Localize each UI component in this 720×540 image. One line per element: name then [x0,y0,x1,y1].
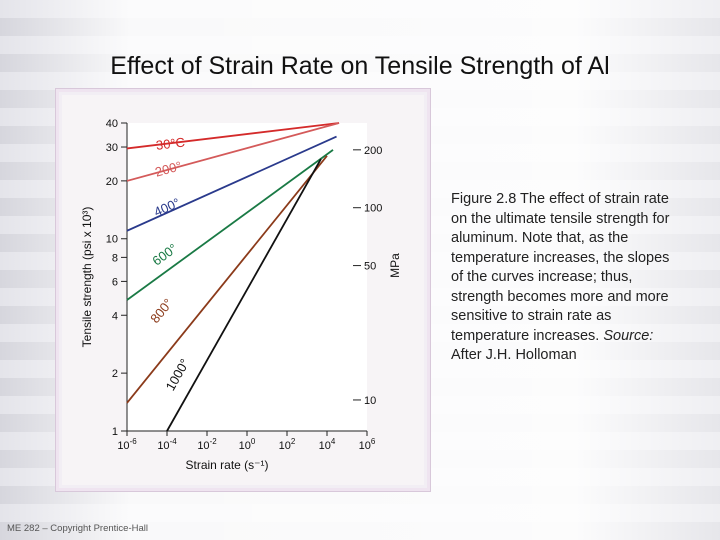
figure-panel: 1 2 4 6 8 10 20 30 40 10 50 100 200 10-6 10-4 10-2 100 10… [62,95,424,485]
y-tick-label-left: 30 [106,142,118,154]
y-tick-label-left: 1 [112,426,118,438]
series-line-30C [126,122,340,150]
x-tick-label: 104 [319,437,336,452]
y-tick-label-left: 2 [112,368,118,380]
series-label-200: 200° [153,158,183,180]
y-tick-label-left: 40 [106,118,118,130]
x-tick-label: 10-6 [117,437,137,452]
y-tick-label-left: 20 [106,176,118,188]
series-line-400 [126,135,337,232]
y-tick-label-right: 10 [364,395,376,407]
x-axis-label: Strain rate (s⁻¹) [185,458,268,472]
source-text: After J.H. Holloman [451,347,577,363]
plot-area [127,123,367,431]
x-tick-label: 10-2 [197,437,217,452]
y-tick-label-right: 50 [364,261,376,273]
y-tick-label-left: 10 [106,234,118,246]
y-tick-label-left: 4 [112,310,118,322]
copyright-footer: ME 282 – Copyright Prentice-Hall [7,523,148,534]
y-axis-label-left: Tensile strength (psi x 10³) [80,207,94,348]
figure-caption: Figure 2.8 The effect of strain rate on … [451,190,681,366]
series-line-1000 [166,158,322,432]
caption-text: Figure 2.8 The effect of strain rate on … [451,191,670,344]
x-tick-label: 102 [279,437,296,452]
strain-rate-chart: 1 2 4 6 8 10 20 30 40 10 50 100 200 10-6 10-4 10-2 100 10… [80,118,402,472]
series-line-600 [126,149,334,301]
source-label: Source: [603,327,654,344]
x-tick-label: 10-4 [157,437,177,452]
y-tick-label-right: 200 [364,145,382,157]
y-axis-label-right: MPa [388,253,402,278]
y-tick-label-left: 6 [112,276,118,288]
series-label-30C: 30°C [155,134,186,152]
figure-frame: 1 2 4 6 8 10 20 30 40 10 50 100 200 10-6 10-4 10-2 100 10… [55,88,431,492]
x-tick-label: 100 [239,437,256,452]
x-tick-label: 106 [359,437,376,452]
y-tick-label-right: 100 [364,203,382,215]
series-line-200 [126,122,340,182]
y-tick-label-left: 8 [112,252,118,264]
series-line-800 [126,155,328,404]
slide-title: Effect of Strain Rate on Tensile Strengt… [110,52,610,80]
